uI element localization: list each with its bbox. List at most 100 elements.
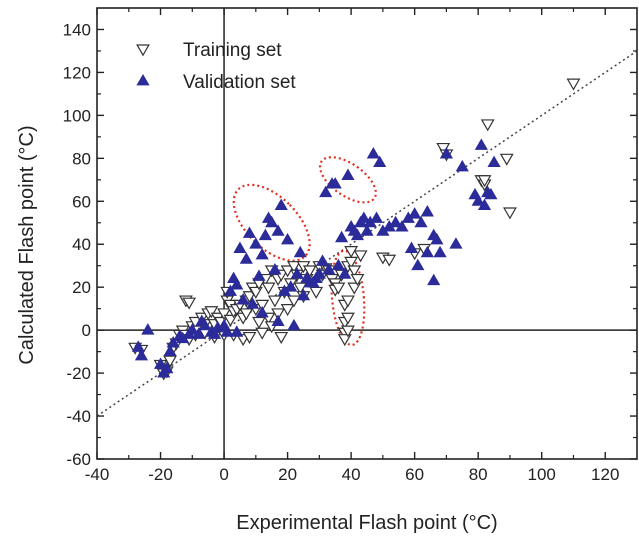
- y-tick-label: 80: [72, 149, 91, 168]
- validation-point: [420, 245, 434, 258]
- y-tick-label: 100: [63, 106, 91, 125]
- training-point: [242, 331, 257, 344]
- validation-point: [287, 318, 301, 331]
- highlight-ellipse: [318, 156, 377, 204]
- validation-point: [487, 155, 501, 168]
- training-point: [353, 250, 368, 263]
- validation-point: [335, 230, 349, 243]
- x-tick-label: 40: [342, 465, 361, 484]
- y-tick-label: 140: [63, 20, 91, 39]
- validation-point: [366, 147, 380, 159]
- validation-point: [293, 245, 307, 258]
- validation-point: [192, 327, 206, 339]
- validation-point: [163, 344, 177, 357]
- validation-point: [239, 252, 253, 264]
- validation-point: [369, 211, 384, 223]
- training-point: [271, 308, 285, 321]
- validation-point: [246, 297, 260, 309]
- validation-point: [271, 314, 285, 326]
- legend-training-marker: [136, 44, 150, 57]
- y-tick-label: 40: [72, 235, 91, 254]
- training-point: [204, 306, 219, 319]
- y-tick-label: 20: [72, 278, 91, 297]
- training-point: [341, 295, 355, 308]
- validation-point: [373, 155, 387, 168]
- x-tick-label: 100: [528, 465, 556, 484]
- validation-point: [439, 147, 453, 159]
- validation-point: [420, 205, 434, 217]
- validation-point: [258, 228, 272, 241]
- validation-point: [131, 340, 145, 352]
- validation-point: [255, 305, 269, 318]
- validation-point: [141, 323, 155, 335]
- validation-point: [296, 288, 311, 301]
- x-tick-label: -40: [85, 465, 110, 484]
- validation-point: [312, 267, 326, 279]
- validation-point: [322, 263, 336, 275]
- training-point: [382, 254, 397, 267]
- training-point: [261, 282, 276, 295]
- x-tick-label: 0: [219, 465, 228, 484]
- validation-point: [236, 293, 250, 305]
- training-point: [255, 327, 270, 340]
- validation-point: [455, 159, 469, 172]
- validation-point: [389, 215, 403, 228]
- y-axis-title: Calculated Flash point (°C): [16, 125, 38, 364]
- x-tick-label: 120: [591, 465, 619, 484]
- validation-point: [290, 267, 304, 279]
- training-point: [163, 355, 177, 368]
- training-point: [217, 308, 231, 321]
- validation-point: [474, 138, 488, 150]
- validation-point: [427, 228, 441, 241]
- validation-point: [223, 284, 237, 296]
- validation-point: [411, 258, 425, 271]
- validation-point: [274, 198, 288, 211]
- training-point: [239, 308, 254, 321]
- training-point: [341, 312, 355, 325]
- training-point: [503, 207, 517, 220]
- validation-point: [153, 357, 168, 369]
- training-point: [252, 316, 266, 329]
- validation-point: [395, 220, 409, 232]
- training-point: [267, 295, 282, 308]
- x-tick-label: 80: [469, 465, 488, 484]
- training-point: [350, 273, 365, 287]
- validation-point: [230, 278, 244, 290]
- validation-point: [255, 247, 269, 260]
- validation-point: [198, 318, 212, 331]
- validation-point: [315, 254, 330, 266]
- training-point: [347, 282, 362, 295]
- highlight-ellipse: [232, 183, 311, 262]
- validation-point: [281, 232, 295, 245]
- plot-frame: [96, 7, 638, 460]
- training-point: [302, 265, 317, 278]
- validation-point: [185, 323, 199, 335]
- validation-point: [233, 241, 247, 253]
- validation-point: [207, 327, 222, 339]
- training-point: [337, 334, 352, 347]
- training-point: [499, 153, 514, 166]
- legend-label: Validation set: [183, 72, 296, 93]
- validation-point: [341, 168, 355, 180]
- training-point: [331, 282, 346, 295]
- training-point: [274, 331, 289, 344]
- training-point: [477, 175, 492, 188]
- x-tick-label: 20: [278, 465, 297, 484]
- validation-point: [220, 325, 234, 337]
- training-point: [344, 246, 359, 259]
- y-tick-label: -40: [66, 407, 91, 426]
- y-tick-label: 120: [63, 63, 91, 82]
- validation-point: [166, 336, 180, 348]
- x-tick-label: -20: [148, 465, 173, 484]
- validation-point: [252, 269, 266, 281]
- training-point: [242, 291, 257, 304]
- training-point: [248, 286, 263, 299]
- training-point: [223, 314, 238, 327]
- y-tick-label: -20: [66, 364, 91, 383]
- validation-point: [484, 187, 498, 200]
- y-tick-label: 60: [72, 192, 91, 211]
- validation-point: [242, 226, 257, 238]
- training-point: [566, 78, 581, 91]
